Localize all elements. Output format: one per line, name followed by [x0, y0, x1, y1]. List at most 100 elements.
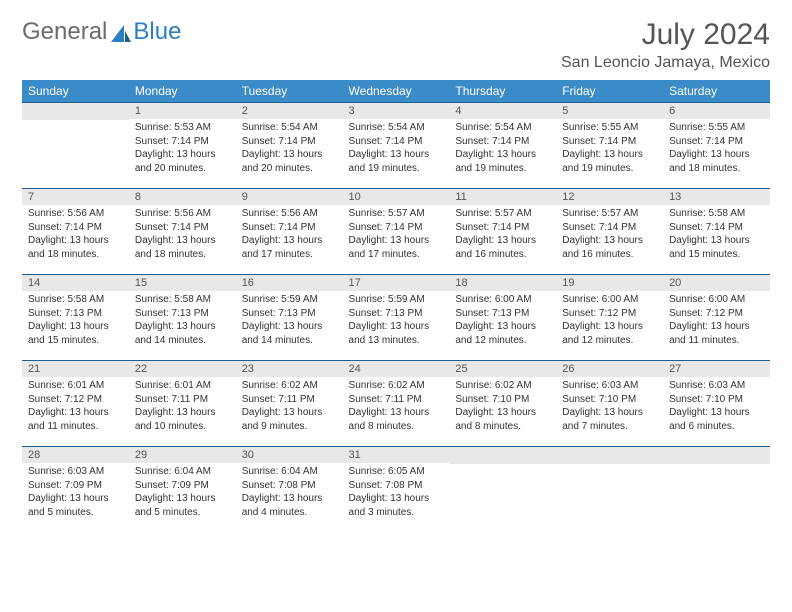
sunrise-text: Sunrise: 5:56 AM [135, 207, 230, 221]
day-body: Sunrise: 5:59 AMSunset: 7:13 PMDaylight:… [343, 291, 450, 351]
daylight-text-2: and 14 minutes. [135, 334, 230, 348]
sunrise-text: Sunrise: 6:00 AM [455, 293, 550, 307]
sunset-text: Sunset: 7:14 PM [669, 221, 764, 235]
daylight-text-1: Daylight: 13 hours [669, 406, 764, 420]
day-number: 18 [449, 275, 556, 291]
sunset-text: Sunset: 7:14 PM [28, 221, 123, 235]
day-number: 10 [343, 189, 450, 205]
sunset-text: Sunset: 7:14 PM [455, 135, 550, 149]
calendar-empty-cell [556, 447, 663, 533]
daylight-text-1: Daylight: 13 hours [135, 234, 230, 248]
day-body: Sunrise: 6:02 AMSunset: 7:11 PMDaylight:… [343, 377, 450, 437]
sunrise-text: Sunrise: 5:58 AM [135, 293, 230, 307]
daylight-text-1: Daylight: 13 hours [669, 320, 764, 334]
daylight-text-1: Daylight: 13 hours [349, 492, 444, 506]
day-body: Sunrise: 5:55 AMSunset: 7:14 PMDaylight:… [663, 119, 770, 179]
daylight-text-2: and 11 minutes. [669, 334, 764, 348]
day-number: 24 [343, 361, 450, 377]
daylight-text-2: and 3 minutes. [349, 506, 444, 520]
calendar-empty-cell [663, 447, 770, 533]
day-body: Sunrise: 5:53 AMSunset: 7:14 PMDaylight:… [129, 119, 236, 179]
day-body: Sunrise: 5:56 AMSunset: 7:14 PMDaylight:… [129, 205, 236, 265]
sunrise-text: Sunrise: 6:05 AM [349, 465, 444, 479]
calendar-day-cell: 28Sunrise: 6:03 AMSunset: 7:09 PMDayligh… [22, 447, 129, 533]
sunset-text: Sunset: 7:10 PM [455, 393, 550, 407]
calendar-day-cell: 16Sunrise: 5:59 AMSunset: 7:13 PMDayligh… [236, 275, 343, 361]
sunset-text: Sunset: 7:13 PM [28, 307, 123, 321]
daylight-text-1: Daylight: 13 hours [562, 320, 657, 334]
sunrise-text: Sunrise: 5:57 AM [562, 207, 657, 221]
day-number: 3 [343, 103, 450, 119]
sunrise-text: Sunrise: 6:02 AM [349, 379, 444, 393]
sunset-text: Sunset: 7:11 PM [349, 393, 444, 407]
day-number-empty [449, 447, 556, 464]
day-body: Sunrise: 5:56 AMSunset: 7:14 PMDaylight:… [236, 205, 343, 265]
sunrise-text: Sunrise: 6:03 AM [562, 379, 657, 393]
daylight-text-1: Daylight: 13 hours [242, 148, 337, 162]
calendar-day-cell: 15Sunrise: 5:58 AMSunset: 7:13 PMDayligh… [129, 275, 236, 361]
sunrise-text: Sunrise: 5:56 AM [28, 207, 123, 221]
day-body: Sunrise: 6:01 AMSunset: 7:12 PMDaylight:… [22, 377, 129, 437]
calendar-day-cell: 4Sunrise: 5:54 AMSunset: 7:14 PMDaylight… [449, 103, 556, 189]
sunrise-text: Sunrise: 6:01 AM [135, 379, 230, 393]
sunset-text: Sunset: 7:10 PM [562, 393, 657, 407]
calendar-day-cell: 23Sunrise: 6:02 AMSunset: 7:11 PMDayligh… [236, 361, 343, 447]
daylight-text-2: and 8 minutes. [455, 420, 550, 434]
calendar-day-cell: 20Sunrise: 6:00 AMSunset: 7:12 PMDayligh… [663, 275, 770, 361]
calendar-day-cell: 31Sunrise: 6:05 AMSunset: 7:08 PMDayligh… [343, 447, 450, 533]
calendar-day-cell: 24Sunrise: 6:02 AMSunset: 7:11 PMDayligh… [343, 361, 450, 447]
location: San Leoncio Jamaya, Mexico [561, 54, 770, 72]
daylight-text-2: and 18 minutes. [28, 248, 123, 262]
sunrise-text: Sunrise: 5:54 AM [349, 121, 444, 135]
logo: General Blue [22, 18, 181, 46]
logo-sail-icon [111, 25, 131, 43]
calendar-week-row: 21Sunrise: 6:01 AMSunset: 7:12 PMDayligh… [22, 361, 770, 447]
day-number: 15 [129, 275, 236, 291]
day-number: 12 [556, 189, 663, 205]
sunrise-text: Sunrise: 6:00 AM [562, 293, 657, 307]
daylight-text-2: and 18 minutes. [135, 248, 230, 262]
calendar-day-cell: 26Sunrise: 6:03 AMSunset: 7:10 PMDayligh… [556, 361, 663, 447]
day-body: Sunrise: 5:57 AMSunset: 7:14 PMDaylight:… [343, 205, 450, 265]
sunset-text: Sunset: 7:14 PM [349, 221, 444, 235]
daylight-text-2: and 11 minutes. [28, 420, 123, 434]
sunset-text: Sunset: 7:11 PM [242, 393, 337, 407]
calendar-day-cell: 21Sunrise: 6:01 AMSunset: 7:12 PMDayligh… [22, 361, 129, 447]
sunset-text: Sunset: 7:09 PM [28, 479, 123, 493]
day-body: Sunrise: 5:54 AMSunset: 7:14 PMDaylight:… [343, 119, 450, 179]
day-number-empty [556, 447, 663, 464]
calendar-day-cell: 14Sunrise: 5:58 AMSunset: 7:13 PMDayligh… [22, 275, 129, 361]
day-body: Sunrise: 5:58 AMSunset: 7:13 PMDaylight:… [129, 291, 236, 351]
sunset-text: Sunset: 7:08 PM [349, 479, 444, 493]
calendar-day-cell: 19Sunrise: 6:00 AMSunset: 7:12 PMDayligh… [556, 275, 663, 361]
daylight-text-1: Daylight: 13 hours [669, 148, 764, 162]
daylight-text-2: and 9 minutes. [242, 420, 337, 434]
day-body: Sunrise: 6:02 AMSunset: 7:10 PMDaylight:… [449, 377, 556, 437]
daylight-text-2: and 16 minutes. [562, 248, 657, 262]
daylight-text-2: and 7 minutes. [562, 420, 657, 434]
day-body: Sunrise: 5:54 AMSunset: 7:14 PMDaylight:… [449, 119, 556, 179]
day-number: 1 [129, 103, 236, 119]
day-body: Sunrise: 6:03 AMSunset: 7:10 PMDaylight:… [663, 377, 770, 437]
calendar-day-cell: 30Sunrise: 6:04 AMSunset: 7:08 PMDayligh… [236, 447, 343, 533]
day-number: 16 [236, 275, 343, 291]
day-number: 5 [556, 103, 663, 119]
daylight-text-2: and 14 minutes. [242, 334, 337, 348]
calendar-day-cell: 9Sunrise: 5:56 AMSunset: 7:14 PMDaylight… [236, 189, 343, 275]
daylight-text-1: Daylight: 13 hours [242, 406, 337, 420]
sunrise-text: Sunrise: 6:02 AM [455, 379, 550, 393]
calendar-table: SundayMondayTuesdayWednesdayThursdayFrid… [22, 80, 770, 533]
daylight-text-2: and 8 minutes. [349, 420, 444, 434]
calendar-day-cell: 7Sunrise: 5:56 AMSunset: 7:14 PMDaylight… [22, 189, 129, 275]
daylight-text-1: Daylight: 13 hours [242, 492, 337, 506]
day-number: 4 [449, 103, 556, 119]
sunrise-text: Sunrise: 6:04 AM [135, 465, 230, 479]
daylight-text-1: Daylight: 13 hours [135, 492, 230, 506]
day-number: 9 [236, 189, 343, 205]
daylight-text-1: Daylight: 13 hours [562, 234, 657, 248]
sunrise-text: Sunrise: 5:58 AM [28, 293, 123, 307]
sunrise-text: Sunrise: 5:57 AM [349, 207, 444, 221]
sunrise-text: Sunrise: 6:01 AM [28, 379, 123, 393]
sunset-text: Sunset: 7:08 PM [242, 479, 337, 493]
month-title: July 2024 [561, 18, 770, 52]
